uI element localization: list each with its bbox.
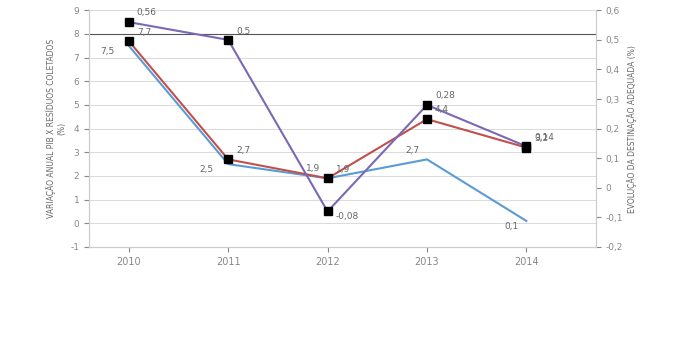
Y-axis label: EVOLUÇÃO DA DESTINAÇÃO ADEQUADA (%): EVOLUÇÃO DA DESTINAÇÃO ADEQUADA (%) — [627, 45, 637, 213]
Text: 0,28: 0,28 — [435, 91, 455, 100]
Y-axis label: VARIAÇÃO ANUAL PIB X RESÍDUOS COLETADOS
(%): VARIAÇÃO ANUAL PIB X RESÍDUOS COLETADOS … — [45, 39, 66, 218]
Text: 7,7: 7,7 — [137, 28, 151, 37]
Text: 0,1: 0,1 — [504, 222, 519, 231]
Text: 0,14: 0,14 — [534, 133, 554, 142]
Text: 2,7: 2,7 — [236, 146, 250, 155]
Text: 3,2: 3,2 — [534, 134, 549, 143]
Text: 0,5: 0,5 — [236, 27, 251, 36]
Text: -0,08: -0,08 — [336, 212, 359, 221]
Text: 4,4: 4,4 — [435, 105, 449, 115]
Text: 1,9: 1,9 — [336, 165, 350, 174]
Text: 2,5: 2,5 — [199, 165, 214, 174]
Text: 2,7: 2,7 — [405, 146, 419, 155]
Legend: PIB, RSU coletado
(variação anual), Destinação Final Adequada
(variação anual): PIB, RSU coletado (variação anual), Dest… — [186, 339, 499, 343]
Text: 7,5: 7,5 — [100, 47, 114, 57]
Text: 1,9: 1,9 — [306, 164, 320, 173]
Text: 0,56: 0,56 — [137, 8, 157, 17]
